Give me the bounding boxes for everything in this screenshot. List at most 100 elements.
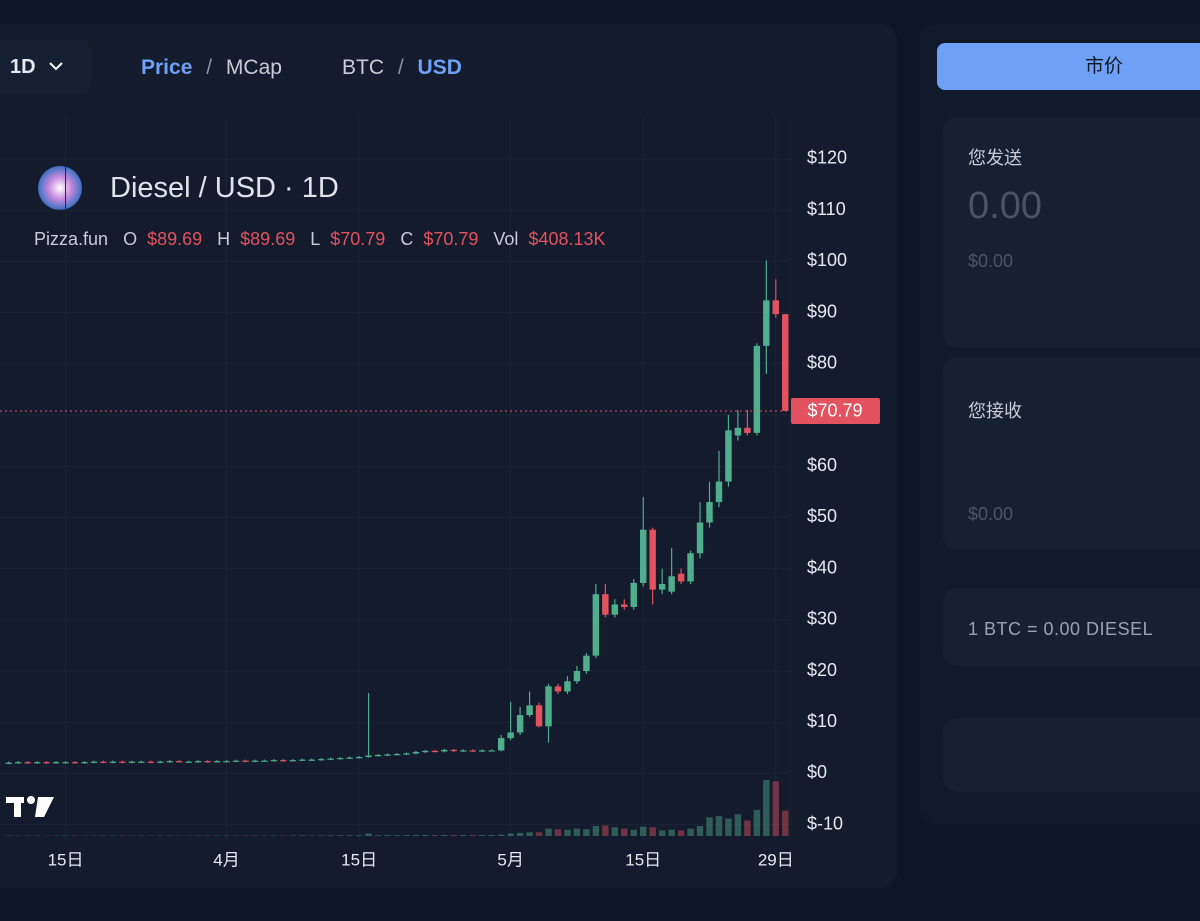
candle-body bbox=[526, 705, 533, 716]
candle-body bbox=[554, 686, 562, 692]
volume-bar bbox=[507, 833, 514, 836]
last-price-box bbox=[791, 397, 880, 424]
candle-body bbox=[431, 750, 439, 753]
volume-bar bbox=[488, 835, 495, 836]
volume-bar bbox=[687, 828, 694, 836]
candle-body bbox=[621, 604, 628, 608]
x-tick-label: 15日 bbox=[341, 850, 377, 869]
candle-body bbox=[336, 758, 344, 760]
candle-body bbox=[734, 427, 742, 436]
send-amount[interactable]: 0.00 bbox=[968, 185, 1042, 227]
candle-body bbox=[318, 759, 325, 761]
volume-bar bbox=[715, 816, 723, 836]
volume-bar bbox=[621, 828, 628, 836]
volume-bar bbox=[696, 826, 704, 836]
candle-body bbox=[488, 750, 495, 752]
candle-body bbox=[516, 715, 524, 733]
price-option[interactable]: Price bbox=[141, 56, 193, 79]
separator: / bbox=[397, 56, 404, 79]
volume-bar bbox=[545, 828, 552, 836]
y-tick-label: $20 bbox=[807, 660, 837, 680]
y-tick-label: $110 bbox=[807, 199, 846, 219]
candle-body bbox=[194, 761, 202, 763]
candle-body bbox=[138, 761, 145, 763]
y-tick-label: $40 bbox=[807, 557, 837, 577]
volume-bar bbox=[564, 829, 571, 836]
x-tick-label: 29日 bbox=[758, 850, 794, 869]
receive-label: 您接收 bbox=[968, 401, 1022, 421]
volume-bar bbox=[460, 835, 467, 836]
candle-body bbox=[450, 749, 458, 752]
y-tick-label: $120 bbox=[807, 148, 847, 168]
candle-body bbox=[668, 576, 675, 592]
volume-bar bbox=[412, 835, 420, 836]
rate: 1 BTC = 0.00 DIESEL bbox=[968, 619, 1154, 639]
volume-bar bbox=[327, 835, 334, 836]
volume-bar bbox=[649, 827, 656, 836]
candle-body bbox=[469, 750, 476, 752]
x-tick-label: 4月 bbox=[213, 850, 239, 869]
token-icon bbox=[38, 166, 82, 210]
candle-body bbox=[412, 751, 420, 754]
candle-body bbox=[782, 314, 789, 411]
candle-body bbox=[128, 761, 136, 763]
candle-body bbox=[261, 760, 268, 762]
candle-body bbox=[677, 573, 685, 582]
candle-body bbox=[763, 300, 770, 346]
volume-bar bbox=[639, 826, 647, 836]
field-value: $408.13K bbox=[528, 229, 606, 249]
candle-body bbox=[706, 502, 713, 523]
volume-bar bbox=[554, 829, 562, 836]
rate-box: 1 BTC = 0.00 DIESEL bbox=[943, 588, 1200, 666]
y-tick-label: $80 bbox=[807, 353, 837, 373]
volume-bar bbox=[630, 829, 637, 836]
field-key: L bbox=[310, 229, 321, 249]
candle-body bbox=[630, 582, 637, 608]
chart-panel bbox=[0, 24, 897, 888]
interval: 1D bbox=[10, 56, 36, 78]
volume-bar bbox=[441, 835, 448, 836]
candle-body bbox=[166, 761, 173, 763]
candle-body bbox=[223, 761, 230, 763]
mcap-option[interactable]: MCap bbox=[225, 56, 282, 79]
volume-bar bbox=[365, 833, 372, 836]
last-price-label: $70.79 bbox=[807, 401, 862, 421]
tradingview-logo bbox=[6, 796, 54, 817]
base-option[interactable]: BTC bbox=[342, 56, 384, 79]
legend-title: Diesel / USD · 1D bbox=[110, 172, 339, 204]
market-tab[interactable]: 市价 bbox=[937, 43, 1200, 90]
candle-body bbox=[14, 762, 22, 764]
candle-body bbox=[403, 753, 410, 755]
candle-body bbox=[270, 760, 278, 762]
field-key: O bbox=[123, 229, 138, 249]
candle-body bbox=[602, 594, 609, 615]
candle-body bbox=[564, 681, 571, 692]
field-value: $70.79 bbox=[330, 229, 386, 249]
candle-body bbox=[374, 754, 382, 757]
quote-option[interactable]: USD bbox=[417, 56, 462, 79]
candle-body bbox=[497, 738, 505, 751]
volume-bar bbox=[393, 835, 401, 836]
field-value: $70.79 bbox=[423, 229, 479, 249]
candle-body bbox=[535, 705, 543, 727]
candle-body bbox=[327, 758, 334, 760]
volume-bar bbox=[611, 827, 619, 836]
volume-bar bbox=[782, 810, 789, 836]
candle-body bbox=[242, 760, 249, 762]
candle-body bbox=[346, 757, 353, 759]
volume-bar bbox=[450, 835, 458, 836]
candle-body bbox=[280, 760, 287, 762]
y-tick-label: $-10 bbox=[807, 813, 843, 833]
y-tick-label: $30 bbox=[807, 609, 837, 629]
interval-select[interactable]: 1D bbox=[0, 40, 92, 94]
volume-bar bbox=[526, 832, 533, 836]
candle-body bbox=[308, 759, 315, 761]
y-tick-label: $60 bbox=[807, 455, 837, 475]
candle-body bbox=[81, 762, 88, 764]
volume-bar bbox=[706, 817, 713, 836]
candle-body bbox=[157, 761, 164, 763]
metric-toggle: Price / MCap bbox=[141, 56, 282, 80]
volume-bar bbox=[355, 835, 363, 836]
volume-bar bbox=[658, 830, 666, 836]
